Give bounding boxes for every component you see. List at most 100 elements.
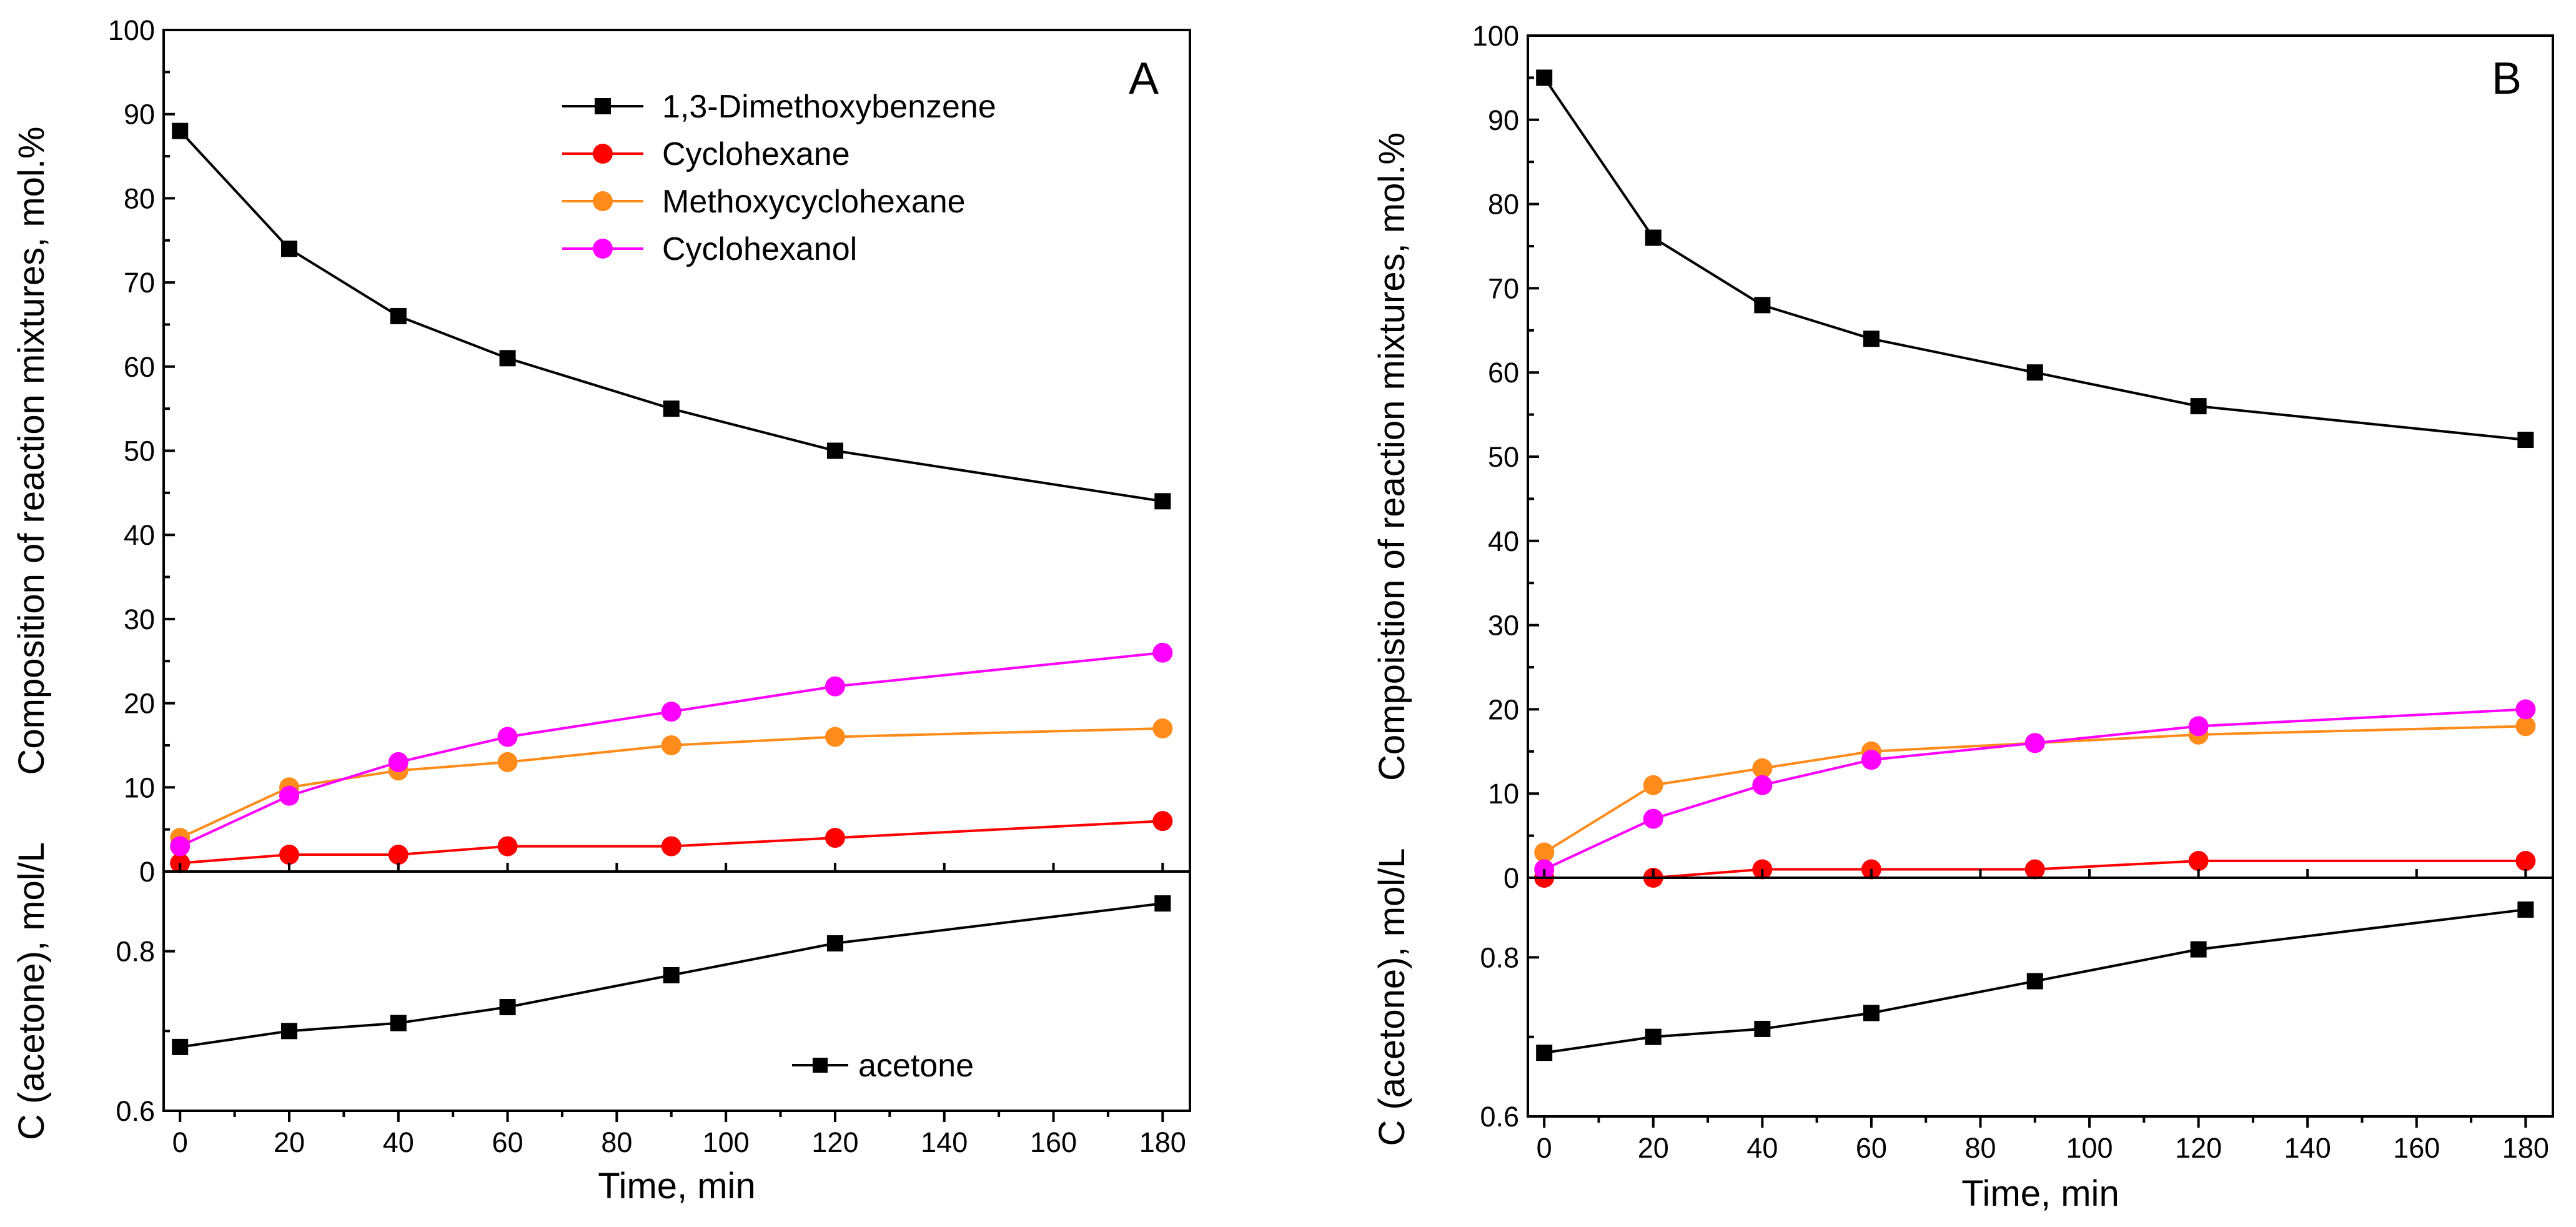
panel-a-upper-ytick-label: 10 [124,772,155,803]
xtick-label: 120 [811,1126,858,1158]
point-methoxycyclohexane [661,735,681,755]
lower-legend-label: acetone [858,1048,974,1084]
panel-a-lower-frame [162,870,1191,1112]
panel-b-upper-ytick-label: 20 [1488,693,1519,725]
point-1-3-dimethoxybenzene [2026,364,2043,381]
panel-b: 0 10 20 30 40 50 60 70 80 90 100 Compoistion of rea… [1372,20,2554,1214]
panel-a-upper-ytick-label: 80 [124,182,155,214]
point-cyclohexanol [497,727,518,747]
point-1-3-dimethoxybenzene [1645,229,1662,246]
panel-b-upper-ylabel: Compoistion of reaction mixtures, mol.% [1372,132,1412,781]
point-methoxycyclohexane [1534,842,1555,863]
xtick-label: 140 [2284,1132,2331,1164]
panel-b-upper-ytick-label: 40 [1488,525,1519,557]
panel-b-lower-ylabel: C (acetone), mol/L [1372,848,1412,1146]
point-cyclohexanol [2515,699,2536,720]
panel-b-upper-ytick-label: 50 [1488,441,1519,473]
point-1-3-dimethoxybenzene [1536,69,1553,86]
point-acetone [172,1038,189,1055]
xtick-label: 40 [383,1126,414,1158]
panel-a-lower-ytick-label: 0.8 [116,936,155,968]
point-cyclohexane [2515,851,2536,872]
point-methoxycyclohexane [2515,716,2536,737]
point-cyclohexanol [825,676,845,697]
point-cyclohexanol [1861,750,1881,770]
point-acetone [1754,1020,1771,1037]
point-1-3-dimethoxybenzene [281,241,298,257]
legend-marker [593,239,613,259]
point-cyclohexane [2024,859,2045,880]
panel-b-upper-ytick-label: 0 [1503,862,1519,894]
legend-label: Methoxycyclohexane [662,184,966,220]
point-cyclohexanol [1752,775,1773,795]
xtick-label: 140 [921,1126,968,1158]
point-cyclohexanol [661,702,681,722]
xtick-label: 100 [703,1126,750,1158]
point-1-3-dimethoxybenzene [172,122,189,139]
panel-a-upper-ylabel: Composition of reaction mixtures, mol.% [11,127,52,775]
xtick-label: 100 [2066,1132,2113,1164]
xtick-label: 0 [1537,1132,1552,1164]
panel-a-upper: 0 10 20 30 40 50 60 70 80 90 100 Composition of rea… [11,14,1191,888]
point-methoxycyclohexane [825,727,845,747]
panel-a-upper-ytick-label: 40 [124,519,155,551]
panel-a-lower-ylabel: C (acetone), mol/L [11,842,52,1140]
panel-a-upper-ytick-label: 20 [124,688,155,720]
panel-a-upper-ytick-label: 70 [124,267,155,299]
panel-a-upper-ytick-label: 60 [124,351,155,383]
point-cyclohexane [661,836,681,857]
point-cyclohexane [1152,811,1173,832]
legend-marker [593,144,613,164]
panel-b-upper-ytick-label: 90 [1488,104,1519,136]
panel-a-upper-ytick-label: 30 [124,604,155,635]
point-methoxycyclohexane [1152,718,1173,739]
xtick-label: 80 [601,1126,632,1158]
point-acetone [1645,1028,1662,1045]
xlabel: Time, min [598,1166,755,1206]
xtick-label: 60 [1856,1132,1887,1164]
xtick-label: 20 [1638,1132,1669,1164]
xtick-label: 0 [172,1126,188,1158]
point-acetone [1863,1005,1880,1021]
panel-b-upper-ytick-label: 30 [1488,610,1519,642]
legend: 1,3-Dimethoxybenzene Cyclohexane Methoxycy… [562,89,996,267]
point-1-3-dimethoxybenzene [1154,493,1171,510]
point-cyclohexanol [388,752,409,772]
xtick-label: 120 [2175,1132,2222,1164]
legend-label: Cyclohexane [662,136,850,172]
lower-legend: acetone [792,1048,974,1084]
point-cyclohexane [497,836,518,857]
panel-a-upper-ytick-label: 100 [108,14,155,46]
point-acetone [281,1023,298,1040]
point-cyclohexanol [2188,716,2209,737]
point-methoxycyclohexane [497,752,518,772]
point-methoxycyclohexane [1643,775,1663,795]
panel-b-upper-ytick-label: 100 [1472,20,1519,52]
xtick-label: 160 [1030,1126,1077,1158]
point-acetone [1536,1045,1553,1061]
xtick-label: 60 [492,1126,523,1158]
point-cyclohexane [279,845,300,865]
panel-b-upper-ytick-label: 60 [1488,357,1519,389]
xlabel: Time, min [1961,1173,2119,1214]
point-acetone [826,935,843,951]
point-1-3-dimethoxybenzene [826,442,843,459]
panel-b-upper-ytick-label: 10 [1488,778,1519,810]
point-cyclohexane [2188,851,2209,872]
point-acetone [499,999,516,1016]
point-acetone [2517,901,2534,918]
panel-a-upper-ytick-label: 90 [124,99,155,131]
panel-a-lower-ytick-label: 0.6 [116,1095,155,1127]
xtick-label: 40 [1746,1132,1778,1164]
xtick-label: 20 [274,1126,305,1158]
point-1-3-dimethoxybenzene [390,307,407,324]
point-cyclohexane [825,828,845,848]
point-cyclohexanol [2024,733,2045,753]
point-1-3-dimethoxybenzene [663,400,680,417]
panel-a-lower: 0.6 0.8 C (acetone), mol/L [11,842,1191,1140]
xtick-label: 160 [2393,1132,2440,1164]
legend-label: 1,3-Dimethoxybenzene [662,89,996,125]
panel-a-upper-ytick-label: 0 [139,856,155,888]
panel-b-upper-frame [1527,34,2554,879]
lower-legend-marker [813,1058,828,1073]
